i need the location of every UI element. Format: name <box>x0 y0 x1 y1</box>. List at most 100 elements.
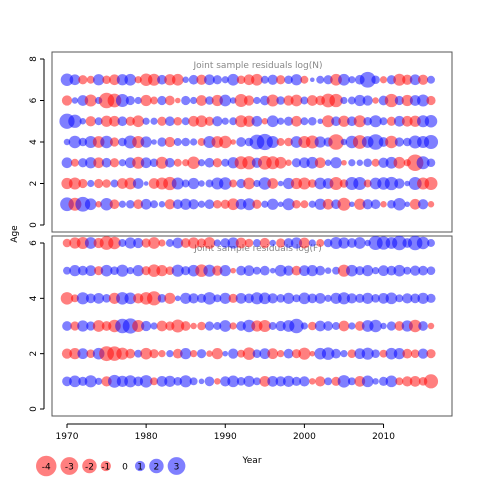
bubble-logN-age5-2009 <box>369 115 382 128</box>
legend-bubble-1 <box>134 460 146 472</box>
bubble-logN-age7-1989 <box>212 75 222 85</box>
bubble-logF-age5-2003 <box>324 267 332 274</box>
bubble-logF-age2-1989 <box>211 348 223 360</box>
bubble-logN-age1-1976 <box>109 199 120 210</box>
bubble-logF-age1-1991 <box>227 375 240 388</box>
bubble-logN-age2-1984 <box>171 177 184 190</box>
bubble-logF-age4-1998 <box>282 292 295 304</box>
bubble-logN-age1-1996 <box>267 198 279 210</box>
legend-label--3: -3 <box>65 463 74 473</box>
bubble-logN-age7-2001 <box>310 77 315 83</box>
bubble-logF-age5-2009 <box>371 267 380 275</box>
bubble-logF-age4-1978 <box>124 292 137 305</box>
bubble-logN-age5-1997 <box>277 117 285 125</box>
bubble-logN-age4-2016 <box>423 134 439 150</box>
bubble-logN-age7-2000 <box>300 75 309 84</box>
bubble-logN-age7-1984 <box>171 73 184 86</box>
bubble-logN-age4-1980 <box>140 136 152 148</box>
bubble-logN-age1-2015 <box>417 199 429 210</box>
bubble-logN-age5-1991 <box>229 117 238 126</box>
panel-logF-y-axis: 0 2 4 6 <box>29 240 45 412</box>
y-axis-label: Age <box>10 225 20 243</box>
bubble-logF-age6-2007 <box>353 237 366 249</box>
bubble-logN-age7-1976 <box>109 74 120 86</box>
bubble-logF-age6-2004 <box>329 236 343 250</box>
bubble-logF-age6-2003 <box>323 238 333 248</box>
bubble-logF-age4-2010 <box>378 292 389 304</box>
bubble-logN-age3-1993 <box>242 156 256 170</box>
bubble-logN-age7-1998 <box>284 75 293 85</box>
bubble-logN-age7-1978 <box>124 73 137 86</box>
bubble-logF-age6-1977 <box>118 239 127 247</box>
bubble-logN-age3-2012 <box>393 156 406 169</box>
bubble-logN-age2-1972 <box>78 178 88 189</box>
bubble-logF-age1-1973 <box>84 375 97 388</box>
bubble-logN-age2-2016 <box>424 177 438 190</box>
bubble-logN-age1-1977 <box>118 200 127 208</box>
bubble-logN-age4-1971 <box>68 135 82 149</box>
bubble-logF-age3-1974 <box>92 320 105 332</box>
bubble-logF-age2-1971 <box>69 348 81 360</box>
bubble-logN-age1-1997 <box>277 201 284 208</box>
bubble-logF-age6-1999 <box>290 237 303 249</box>
bubble-logN-age1-2016 <box>427 201 435 208</box>
bubble-logF-age6-2000 <box>299 237 310 249</box>
bubble-logF-age2-2016 <box>426 349 436 359</box>
bubble-logF-age6-1970 <box>62 238 72 248</box>
bubble-logF-age5-1998 <box>283 265 294 276</box>
bubble-logN-age7-1985 <box>182 76 189 83</box>
bubble-logN-age2-1995 <box>258 177 272 190</box>
bubble-logN-age6-2005 <box>340 96 348 105</box>
bubble-logF-age6-1998 <box>283 238 294 248</box>
bubble-logN-age7-2002 <box>316 75 325 84</box>
bubble-logF-age5-1999 <box>291 265 302 276</box>
bubble-logF-age5-1993 <box>243 265 255 277</box>
bubble-logF-age4-2007 <box>355 293 365 303</box>
bubble-logN-age2-1992 <box>236 178 246 189</box>
bubble-logF-age5-2013 <box>403 266 412 275</box>
bubble-logF-age3-2000 <box>300 322 309 330</box>
bubble-logN-age3-2015 <box>416 156 430 170</box>
legend-label-2: 2 <box>154 463 160 473</box>
bubble-logF-age1-1989 <box>214 378 221 385</box>
bubble-logN-age6-2008 <box>362 95 373 106</box>
bubble-logN-age7-1972 <box>78 75 88 85</box>
bubble-logN-age7-1982 <box>157 74 167 85</box>
bubble-logF-age4-2002 <box>314 292 326 304</box>
bubble-logF-age2-2014 <box>410 349 420 358</box>
bubble-logF-age2-1982 <box>158 350 166 358</box>
bubble-logN-age5-1996 <box>266 115 279 128</box>
y-tick-label: 0 <box>29 222 39 228</box>
bubble-logN-age7-1974 <box>93 74 105 86</box>
bubble-logN-age4-2004 <box>328 134 344 150</box>
x-tick-label: 1970 <box>56 432 79 442</box>
bubble-logN-age7-2005 <box>338 73 350 86</box>
bubble-logF-age3-1990 <box>219 320 232 332</box>
bubble-logF-age6-1991 <box>227 237 239 249</box>
bubble-logF-age5-2007 <box>355 266 365 276</box>
bubble-logF-age5-2015 <box>418 265 428 276</box>
panel-logF-frame <box>51 235 453 417</box>
bubble-logN-age1-2000 <box>300 200 309 209</box>
bubble-logN-age1-2009 <box>370 199 381 210</box>
bubble-logN-age5-1985 <box>181 117 190 126</box>
bubble-logN-age1-2003 <box>322 198 334 210</box>
bubble-logF-age1-1987 <box>198 378 205 385</box>
bubble-logF-age2-1998 <box>283 348 294 359</box>
legend-label--2: -2 <box>85 463 94 473</box>
bubble-logN-age5-2008 <box>363 116 372 126</box>
bubble-logF-age3-1973 <box>86 321 96 331</box>
bubble-logN-age1-1979 <box>133 199 144 210</box>
bubble-logN-age2-1977 <box>117 178 128 189</box>
bubble-logN-age6-1994 <box>253 96 261 105</box>
bubble-logN-age3-1973 <box>85 157 97 169</box>
bubble-logF-age3-1984 <box>171 319 185 333</box>
bubble-logN-age6-1977 <box>115 94 129 107</box>
bubble-logF-age4-1989 <box>213 294 222 303</box>
bubble-logN-age6-1970 <box>61 95 73 106</box>
bubble-logF-age4-1986 <box>188 293 199 304</box>
bubble-logF-age4-2000 <box>298 292 311 305</box>
bubble-logN-age6-2012 <box>394 95 404 106</box>
bubble-logN-age7-2010 <box>379 76 388 84</box>
bubble-logF-age5-2014 <box>410 265 421 276</box>
